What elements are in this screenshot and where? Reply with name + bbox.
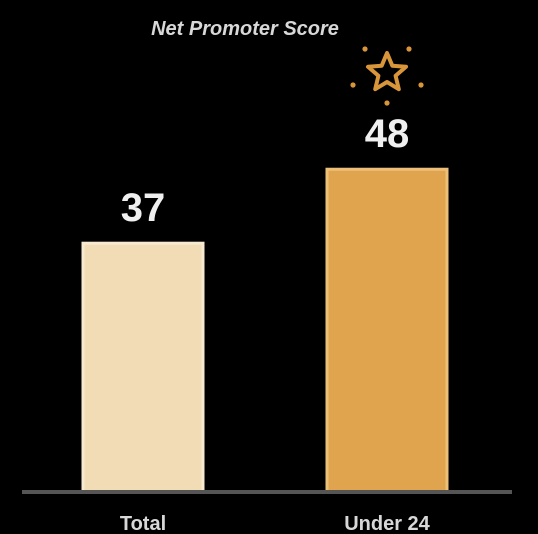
bars-layer [81, 167, 449, 494]
x-tick-label-under-24: Under 24 [344, 513, 430, 534]
star-sparkle-dot [362, 46, 368, 52]
star-sparkle-dot [406, 46, 412, 52]
star-sparkle-dot [418, 82, 424, 88]
x-tick-label-total: Total [120, 513, 166, 534]
value-label-under-24: 48 [365, 112, 410, 156]
star-sparkle-dot [350, 82, 356, 88]
star-icon-layer [350, 46, 424, 106]
labels-layer: 37 Total 48 Under 24 [120, 112, 431, 534]
star-icon [366, 51, 408, 92]
star-sparkle-dot [384, 100, 390, 106]
bar-total [81, 241, 205, 494]
value-label-total: 37 [121, 186, 166, 230]
chart-title: Net Promoter Score [151, 18, 339, 40]
bar-under-24 [325, 167, 449, 494]
